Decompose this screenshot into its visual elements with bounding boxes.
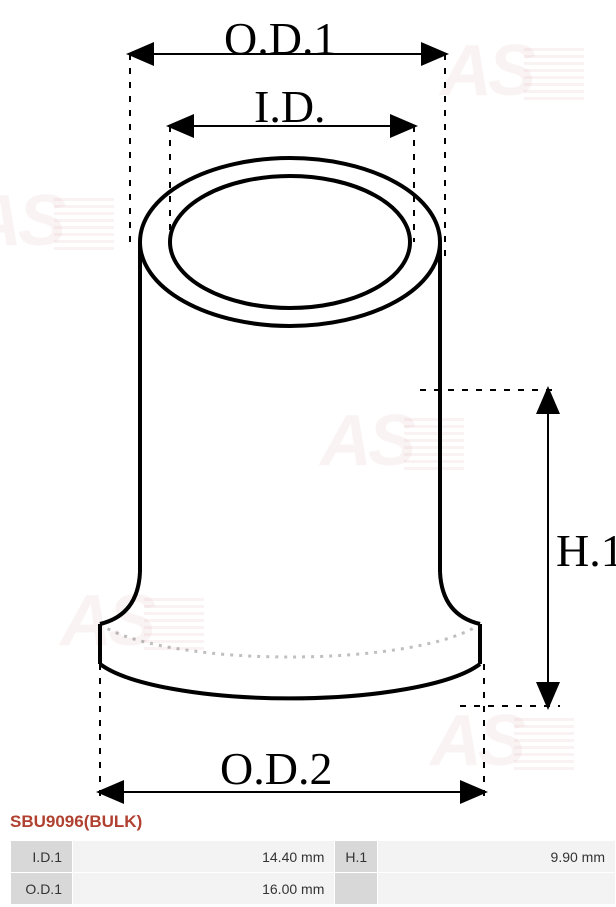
spec-label: I.D.1 bbox=[11, 841, 73, 873]
label-od1: O.D.1 bbox=[224, 12, 336, 65]
table-row: I.D.1 14.40 mm H.1 9.90 mm bbox=[11, 841, 616, 873]
spec-value: 9.90 mm bbox=[378, 841, 616, 873]
spec-value: 14.40 mm bbox=[73, 841, 335, 873]
table-row: O.D.1 16.00 mm bbox=[11, 873, 616, 905]
spec-value: 16.00 mm bbox=[73, 873, 335, 905]
label-od2: O.D.2 bbox=[220, 742, 332, 795]
product-title: SBU9096(BULK) bbox=[10, 812, 142, 832]
label-h1: H.1 bbox=[556, 524, 616, 577]
spec-label: O.D.1 bbox=[11, 873, 73, 905]
spec-table: I.D.1 14.40 mm H.1 9.90 mm O.D.1 16.00 m… bbox=[10, 840, 616, 905]
spec-label: H.1 bbox=[335, 841, 378, 873]
spec-value bbox=[378, 873, 616, 905]
diagram-area: AS AS AS AS AS bbox=[0, 0, 616, 810]
spec-label bbox=[335, 873, 378, 905]
label-id: I.D. bbox=[254, 80, 326, 133]
